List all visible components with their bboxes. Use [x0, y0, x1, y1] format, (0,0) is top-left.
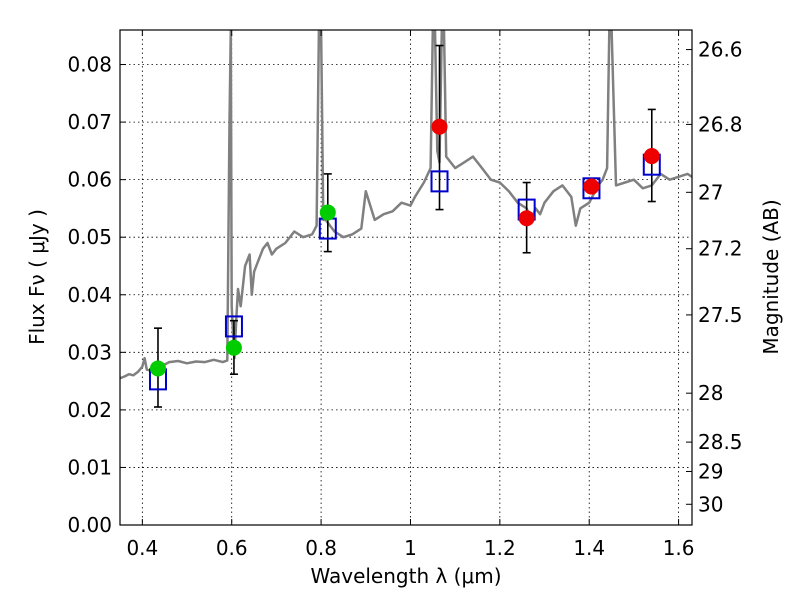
y-tick-label: 0.07 [67, 110, 112, 134]
spectrum-line [120, 30, 692, 380]
y2-axis-label: Magnitude (AB) [759, 199, 783, 354]
y2-tick-label: 30 [698, 492, 723, 516]
observed-point [583, 178, 600, 195]
data-layer [120, 30, 692, 408]
model-square-point [430, 170, 449, 193]
x-axis-label: Wavelength λ (μm) [310, 564, 501, 588]
y2-tick-label: 28 [698, 381, 723, 405]
observed-point [518, 210, 535, 227]
y-tick-label: 0.08 [67, 53, 112, 77]
y-tick-label: 0.03 [67, 340, 112, 364]
y2-tick-label: 26.8 [698, 112, 743, 136]
x-tick-label: 0.6 [216, 536, 248, 560]
plot-frame [119, 29, 693, 526]
y2-tick-label: 28.5 [698, 430, 743, 454]
observed-point [643, 148, 660, 165]
y-tick-label: 0.01 [67, 455, 112, 479]
y-tick-label: 0.06 [67, 168, 112, 192]
observed-point [319, 204, 336, 221]
x-tick-label: 0.4 [126, 536, 158, 560]
x-tick-label: 1 [404, 536, 417, 560]
tick-layer: 0.4 0.6 0.8 1 1.2 1.4 1.6 0.00 0.01 0.02 0.03 0.04 0… [67, 30, 743, 560]
y2-tick-label: 27.5 [698, 303, 743, 327]
observed-point [431, 118, 448, 135]
grid-layer [120, 30, 692, 526]
clipped-data [120, 30, 692, 408]
y2-tick-label: 26.6 [698, 38, 743, 62]
observed-point [225, 339, 242, 356]
y-tick-label: 0.02 [67, 398, 112, 422]
x-tick-label: 0.8 [305, 536, 337, 560]
y2-tick-label: 27 [698, 180, 723, 204]
x-tick-label: 1.4 [573, 536, 605, 560]
y2-tick-label: 29 [698, 459, 723, 483]
x-tick-label: 1.2 [484, 536, 516, 560]
y-axis-label: Flux Fν ( μJy ) [25, 209, 49, 345]
y2-tick-label: 27.2 [698, 237, 743, 261]
y-tick-label: 0.00 [67, 513, 112, 537]
observed-point [149, 360, 166, 377]
model-square-point [582, 177, 601, 200]
model-square-point [224, 315, 243, 338]
y-tick-label: 0.05 [67, 225, 112, 249]
x-tick-label: 1.6 [663, 536, 695, 560]
y-tick-label: 0.04 [67, 283, 112, 307]
